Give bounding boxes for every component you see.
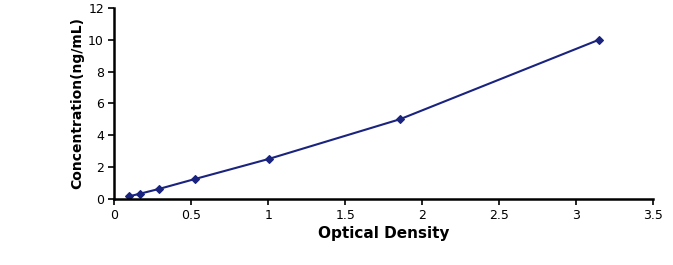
Y-axis label: Concentration(ng/mL): Concentration(ng/mL) — [70, 17, 84, 189]
X-axis label: Optical Density: Optical Density — [318, 226, 450, 241]
